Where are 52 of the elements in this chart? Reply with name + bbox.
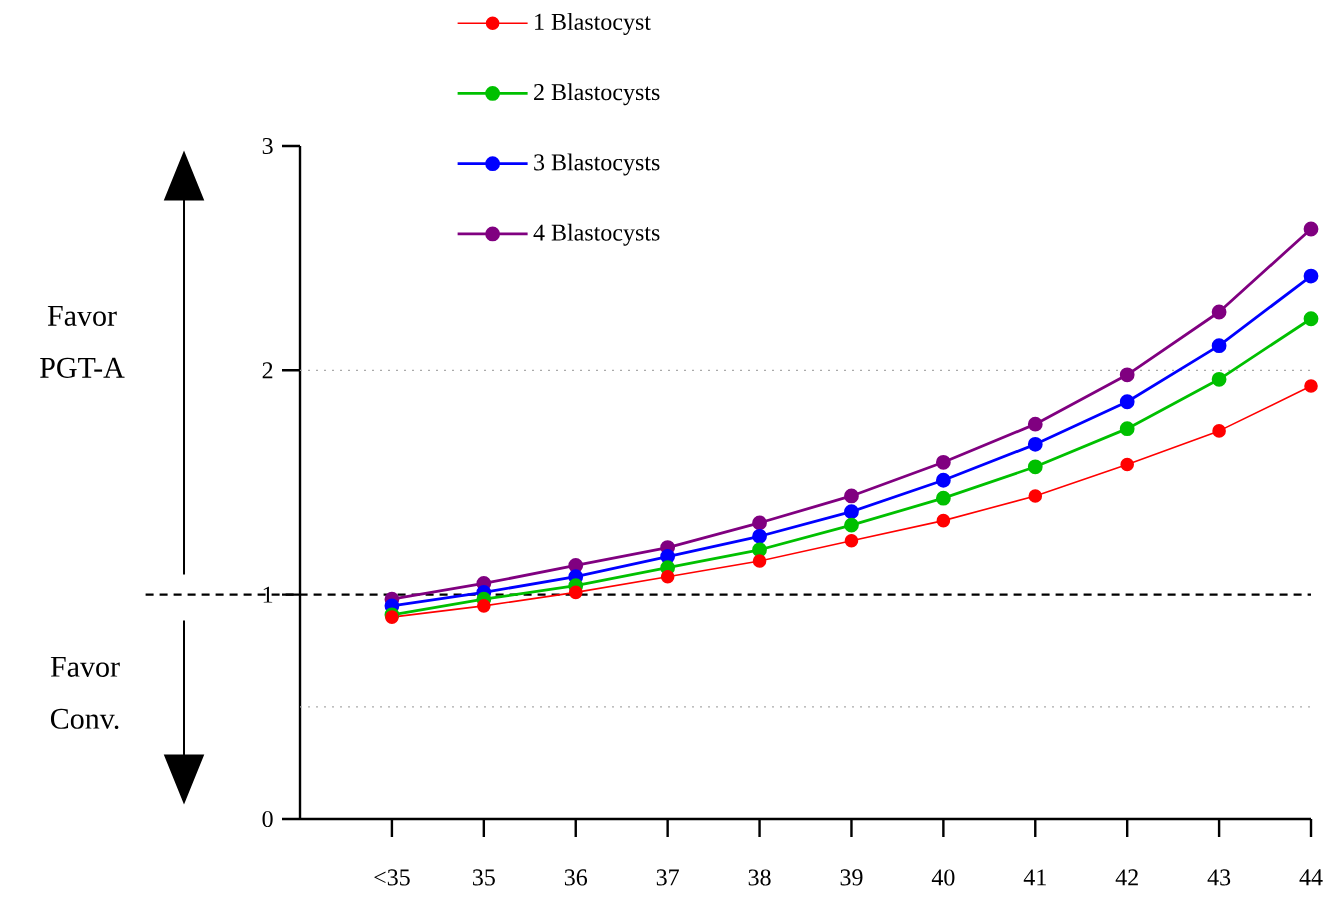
text: Favor PGT-A	[40, 306, 125, 378]
y-tick-label: 1	[263, 586, 273, 603]
x-tick-label: 44	[1299, 869, 1323, 886]
legend-label: 4 Blastocysts	[533, 223, 660, 246]
point	[752, 515, 767, 531]
x-tick-label: 36	[564, 869, 588, 886]
point	[1027, 459, 1043, 475]
point	[1211, 304, 1227, 320]
point	[1303, 311, 1319, 327]
point	[1211, 338, 1227, 354]
point	[935, 454, 951, 470]
x-tick-label: 35	[472, 869, 495, 886]
point	[1303, 221, 1319, 237]
point	[844, 534, 859, 548]
text: Favor Conv.	[50, 656, 120, 730]
point	[1027, 416, 1043, 432]
point	[1119, 394, 1135, 410]
point	[1028, 489, 1043, 503]
point	[568, 585, 583, 600]
point	[844, 504, 859, 520]
x-tick-label: 38	[748, 869, 771, 886]
point	[1211, 371, 1227, 387]
point	[752, 554, 767, 568]
y-tick-label: 3	[262, 137, 273, 155]
x-tick-label: 37	[656, 869, 679, 886]
point	[1120, 457, 1134, 472]
point	[1027, 436, 1043, 452]
legend-label: 2 Blastocysts	[534, 83, 660, 106]
point	[936, 513, 951, 528]
point	[844, 517, 859, 533]
y-tick-label: 2	[262, 362, 273, 379]
y-tick-label: 0	[262, 810, 273, 828]
point	[935, 490, 951, 506]
x-tick-label: 39	[840, 869, 863, 886]
point	[1212, 424, 1226, 438]
x-tick-label: 42	[1115, 869, 1138, 886]
point	[752, 528, 767, 544]
point	[752, 542, 767, 558]
point	[1303, 268, 1319, 284]
point	[1119, 421, 1135, 437]
x-tick-label: 40	[931, 869, 955, 886]
x-tick-label: 41	[1023, 869, 1046, 886]
point	[477, 599, 491, 613]
point	[935, 472, 951, 488]
point	[1304, 379, 1318, 393]
point	[660, 569, 675, 584]
point	[844, 488, 859, 504]
x-tick-label: 43	[1207, 869, 1231, 886]
x-tick-label: <35	[374, 869, 410, 886]
legend-label: 1 Blastocyst	[535, 13, 651, 35]
point	[1119, 367, 1135, 383]
legend-label: 3 Blastocysts	[534, 153, 660, 176]
